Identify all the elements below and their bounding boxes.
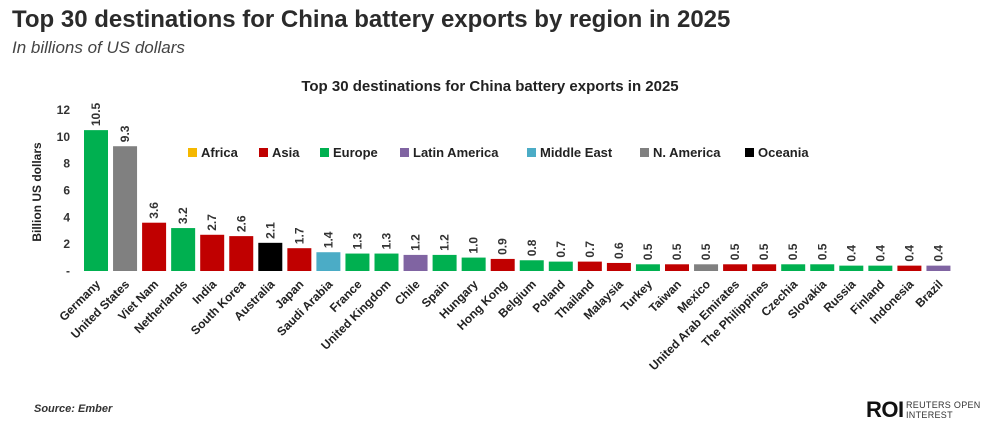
legend-label: Latin America xyxy=(413,145,499,160)
value-label: 9.3 xyxy=(118,125,132,142)
value-label: 0.9 xyxy=(496,238,510,255)
value-label: 1.4 xyxy=(321,231,335,248)
y-tick-label: 4 xyxy=(63,210,70,224)
value-label: 0.5 xyxy=(670,243,684,260)
bar xyxy=(577,261,602,271)
bar xyxy=(752,264,777,271)
y-tick-label: 2 xyxy=(63,237,70,251)
legend-swatch xyxy=(188,148,197,157)
value-label: 1.7 xyxy=(292,227,306,244)
bar xyxy=(229,236,254,271)
bar xyxy=(113,146,138,271)
bar xyxy=(200,234,225,271)
bar xyxy=(606,262,631,271)
value-label: 3.2 xyxy=(176,207,190,224)
legend-swatch xyxy=(640,148,649,157)
bar xyxy=(142,222,167,271)
legend-label: Middle East xyxy=(540,145,613,160)
bar xyxy=(432,254,457,271)
value-label: 1.3 xyxy=(350,233,364,250)
value-label: 0.5 xyxy=(728,243,742,260)
bar xyxy=(461,257,486,271)
value-label: 0.5 xyxy=(699,243,713,260)
y-tick-label: 12 xyxy=(57,103,71,117)
bar xyxy=(665,264,689,271)
value-label: 1.3 xyxy=(380,233,394,250)
bar xyxy=(287,248,312,271)
category-label: Brazil xyxy=(913,277,946,310)
y-tick-label: 6 xyxy=(63,184,70,198)
bar xyxy=(84,130,108,271)
value-label: 0.7 xyxy=(554,241,568,258)
legend-swatch xyxy=(745,148,754,157)
y-tick-label: - xyxy=(66,264,70,278)
value-label: 1.2 xyxy=(409,234,423,251)
value-label: 2.6 xyxy=(234,215,248,232)
y-tick-label: 8 xyxy=(63,157,70,171)
bar xyxy=(868,265,893,271)
value-label: 2.7 xyxy=(205,214,219,231)
bar xyxy=(897,265,922,271)
value-label: 0.4 xyxy=(844,245,858,262)
bar xyxy=(258,242,283,271)
value-label: 0.5 xyxy=(786,243,800,260)
chart-title: Top 30 destinations for China battery ex… xyxy=(301,78,678,95)
bar xyxy=(781,264,806,271)
publisher-logo: ROI REUTERS OPEN INTEREST xyxy=(866,397,996,425)
value-label: 0.4 xyxy=(902,245,916,262)
logo-text: REUTERS OPEN INTEREST xyxy=(906,400,981,420)
page-subtitle: In billions of US dollars xyxy=(12,38,185,57)
value-label: 0.5 xyxy=(757,243,771,260)
legend-swatch xyxy=(320,148,329,157)
legend-label: Asia xyxy=(272,145,300,160)
legend: Africa Asia Europe Latin America Middle East… xyxy=(188,145,809,160)
value-label: 2.1 xyxy=(263,222,277,239)
legend-swatch xyxy=(259,148,268,157)
value-label: 0.8 xyxy=(525,239,539,256)
value-label: 1.2 xyxy=(438,234,452,251)
value-label: 3.6 xyxy=(147,202,161,219)
bar xyxy=(374,253,399,271)
bar xyxy=(694,264,719,271)
value-label: 0.4 xyxy=(931,245,945,262)
bars-group xyxy=(84,130,951,271)
logo-mark: ROI xyxy=(866,397,904,422)
bar xyxy=(548,261,573,271)
bar xyxy=(171,228,196,271)
bar xyxy=(345,253,370,271)
value-label: 0.6 xyxy=(612,242,626,259)
bar xyxy=(723,264,748,271)
y-axis-label: Billion US dollars xyxy=(30,142,44,242)
page-title: Top 30 destinations for China battery ex… xyxy=(12,6,731,33)
value-labels-group: 10.5 9.3 3.6 3.2 2.7 2.6 2.1 1.7 1.4 1.3 1.3 1.2 1.2… xyxy=(89,102,945,261)
legend-label: Oceania xyxy=(758,145,809,160)
value-label: 0.4 xyxy=(873,245,887,262)
bar xyxy=(519,260,544,271)
legend-label: Africa xyxy=(201,145,239,160)
y-tick-label: 10 xyxy=(57,130,71,144)
value-label: 0.5 xyxy=(815,243,829,260)
bar xyxy=(839,265,864,271)
legend-swatch xyxy=(400,148,409,157)
bar xyxy=(810,264,835,271)
value-label: 0.7 xyxy=(583,241,597,258)
bar xyxy=(926,265,951,271)
y-axis-ticks: - 2 4 6 8 10 12 xyxy=(57,103,71,278)
legend-label: Europe xyxy=(333,145,378,160)
value-label: 0.5 xyxy=(641,243,655,260)
category-label: Chile xyxy=(392,277,423,308)
legend-swatch xyxy=(527,148,536,157)
legend-label: N. America xyxy=(653,145,721,160)
bar xyxy=(490,258,515,271)
value-label: 10.5 xyxy=(89,102,103,126)
bar xyxy=(635,264,660,271)
source-note: Source: Ember xyxy=(34,403,113,415)
bar xyxy=(403,254,428,271)
value-label: 1.0 xyxy=(467,237,481,254)
bar xyxy=(316,252,341,271)
